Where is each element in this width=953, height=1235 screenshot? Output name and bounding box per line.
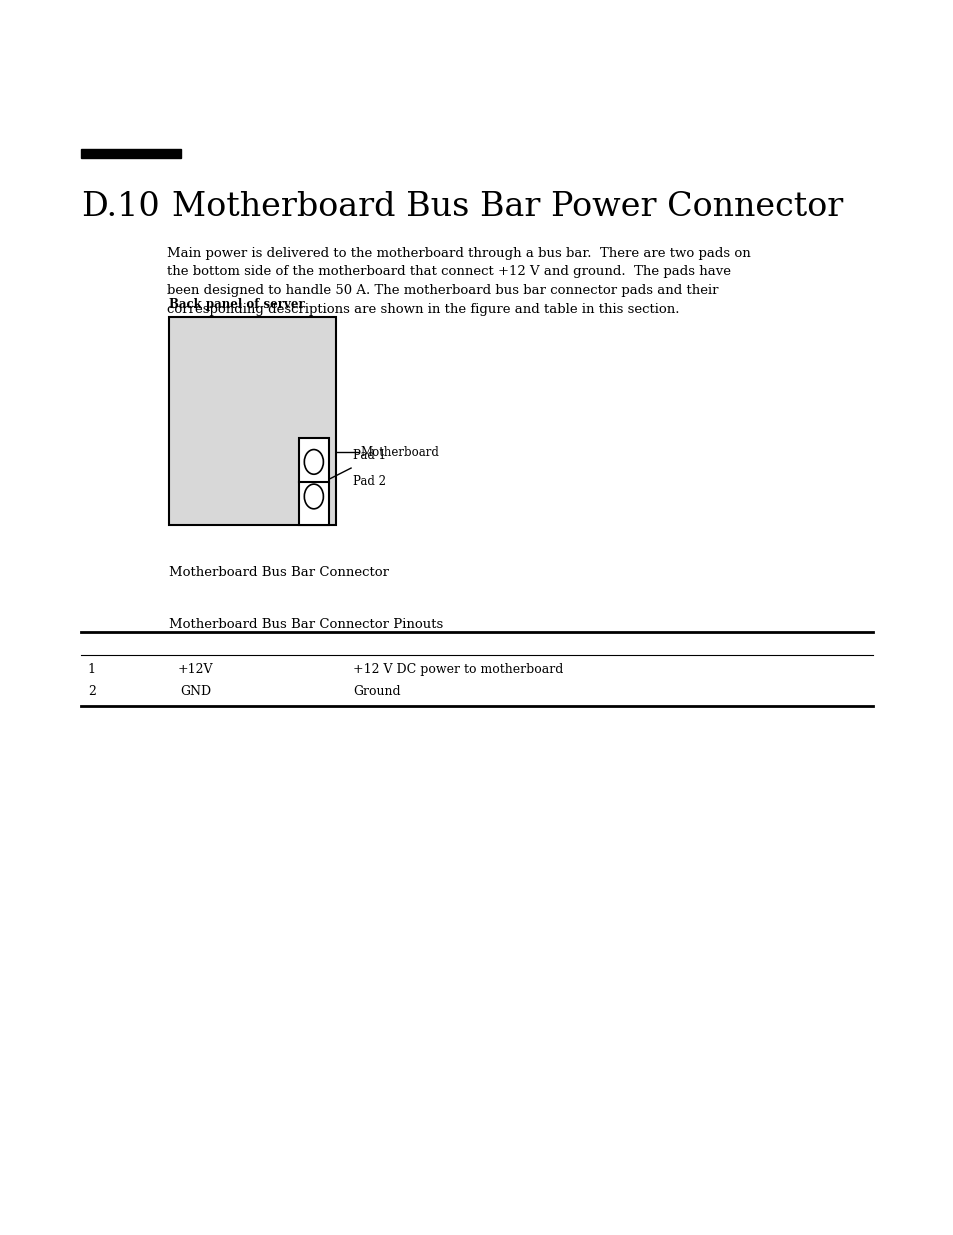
Circle shape bbox=[304, 450, 323, 474]
Text: Main power is delivered to the motherboard through a bus bar.  There are two pad: Main power is delivered to the motherboa… bbox=[167, 247, 750, 315]
Text: +12 V DC power to motherboard: +12 V DC power to motherboard bbox=[353, 663, 563, 676]
Text: Motherboard Bus Bar Connector Pinouts: Motherboard Bus Bar Connector Pinouts bbox=[169, 618, 442, 631]
Text: GND: GND bbox=[180, 685, 211, 698]
Text: Motherboard Bus Bar Connector: Motherboard Bus Bar Connector bbox=[169, 566, 389, 579]
Text: 1: 1 bbox=[88, 663, 95, 676]
Bar bbox=[298, 438, 329, 525]
Bar bbox=[81, 149, 181, 158]
Bar bbox=[169, 317, 335, 525]
Text: D.10: D.10 bbox=[81, 191, 160, 224]
Text: Pad 1: Pad 1 bbox=[353, 448, 386, 462]
Text: 2: 2 bbox=[88, 685, 95, 698]
Text: Pad 2: Pad 2 bbox=[353, 475, 386, 489]
Text: Motherboard Bus Bar Power Connector: Motherboard Bus Bar Power Connector bbox=[172, 191, 842, 224]
Text: Motherboard: Motherboard bbox=[360, 446, 439, 458]
Text: Back panel of server: Back panel of server bbox=[169, 298, 304, 311]
Text: Ground: Ground bbox=[353, 685, 400, 698]
Text: +12V: +12V bbox=[177, 663, 213, 676]
Circle shape bbox=[304, 484, 323, 509]
